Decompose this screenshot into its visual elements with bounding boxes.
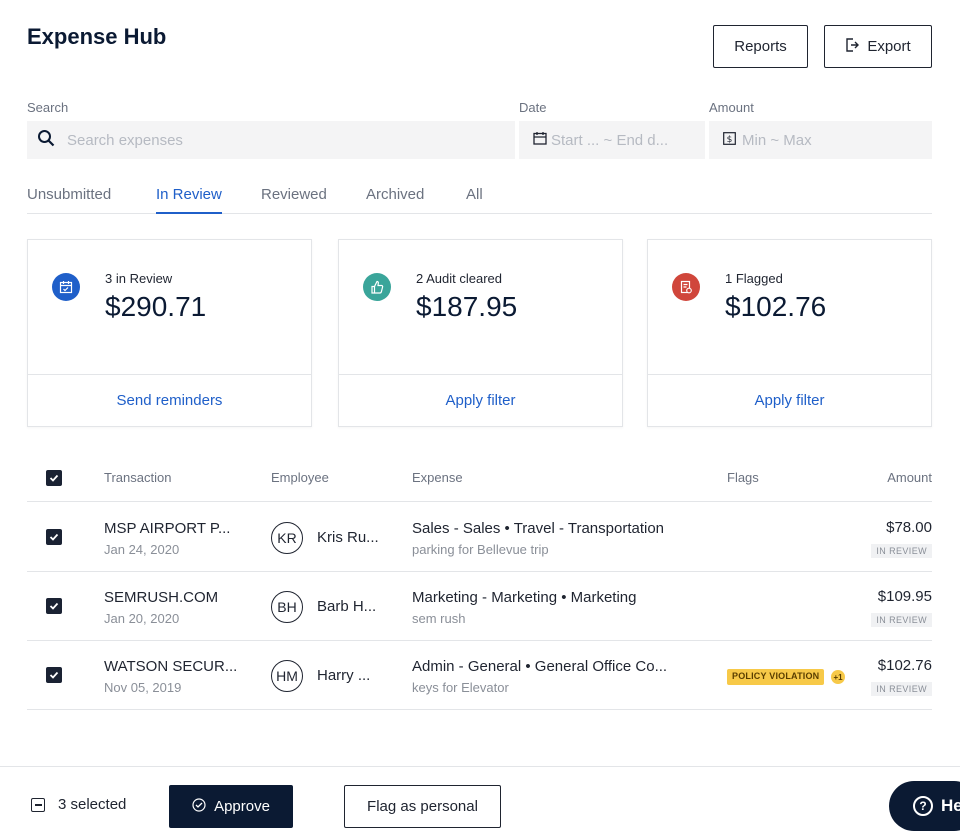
row-checkbox[interactable]	[46, 667, 62, 683]
dollar-icon: $	[723, 131, 736, 149]
employee-name: Barb H...	[317, 598, 377, 615]
transaction-name: SEMRUSH.COM	[104, 589, 219, 606]
flag-as-personal-button[interactable]: Flag as personal	[344, 785, 501, 828]
column-header-employee[interactable]: Employee	[271, 470, 329, 485]
transaction-date: Nov 05, 2019	[104, 680, 182, 695]
table-row[interactable]: WATSON SECUR... Nov 05, 2019 HM Harry ..…	[27, 640, 932, 710]
approve-button[interactable]: Approve	[169, 785, 293, 828]
deselect-icon[interactable]	[31, 798, 45, 812]
export-button-label: Export	[867, 38, 911, 55]
column-header-transaction[interactable]: Transaction	[104, 470, 172, 485]
export-button[interactable]: Export	[824, 25, 932, 68]
transaction-name: MSP AIRPORT P...	[104, 520, 231, 537]
tab-in-review[interactable]: In Review	[156, 186, 222, 214]
expense-category: Admin - General • General Office Co...	[412, 658, 668, 675]
bulk-action-bar: 3 selected Approve Flag as personal ? He	[0, 766, 960, 838]
card-caption: 3 in Review	[105, 271, 173, 286]
expense-category: Marketing - Marketing • Marketing	[412, 589, 637, 606]
search-label: Search	[27, 100, 69, 115]
amount: $109.95	[877, 588, 932, 605]
summary-card-flagged: 1 Flagged $102.76 Apply filter	[647, 239, 932, 427]
calendar-icon	[533, 131, 547, 149]
apply-filter-link[interactable]: Apply filter	[339, 374, 622, 426]
check-circle-icon	[192, 797, 206, 816]
help-button[interactable]: ? He	[889, 781, 960, 831]
question-mark-icon: ?	[913, 796, 933, 816]
approve-button-label: Approve	[214, 798, 270, 815]
row-checkbox[interactable]	[46, 529, 62, 545]
avatar: KR	[271, 522, 303, 554]
card-caption: 1 Flagged	[725, 271, 783, 286]
status-tabs: Unsubmitted In Review Reviewed Archived …	[27, 186, 932, 214]
reports-button-label: Reports	[734, 38, 787, 55]
export-icon	[845, 37, 860, 56]
expense-category: Sales - Sales • Travel - Transportation	[412, 520, 665, 537]
expense-note: keys for Elevator	[412, 680, 509, 695]
column-header-expense[interactable]: Expense	[412, 470, 463, 485]
amount: $78.00	[886, 519, 932, 536]
apply-filter-link[interactable]: Apply filter	[648, 374, 931, 426]
date-placeholder: Start ... ~ End d...	[551, 131, 669, 149]
thumbs-up-icon	[363, 273, 391, 301]
transaction-date: Jan 20, 2020	[104, 611, 180, 626]
table-row[interactable]: SEMRUSH.COM Jan 20, 2020 BH Barb H... Ma…	[27, 571, 932, 641]
amount-range-field[interactable]: $ Min ~ Max	[709, 121, 932, 159]
search-input[interactable]: Search expenses	[27, 121, 515, 159]
status-badge: IN REVIEW	[871, 544, 932, 558]
employee-name: Kris Ru...	[317, 529, 379, 546]
date-range-field[interactable]: Start ... ~ End d...	[519, 121, 705, 159]
expense-note: sem rush	[412, 611, 466, 626]
table-row[interactable]: MSP AIRPORT P... Jan 24, 2020 KR Kris Ru…	[27, 502, 932, 572]
search-placeholder: Search expenses	[67, 131, 183, 149]
card-caption: 2 Audit cleared	[416, 271, 503, 286]
summary-card-audit-cleared: 2 Audit cleared $187.95 Apply filter	[338, 239, 623, 427]
select-all-checkbox[interactable]	[46, 470, 62, 486]
tab-all[interactable]: All	[466, 186, 483, 203]
flag-as-personal-label: Flag as personal	[367, 798, 478, 815]
column-header-amount[interactable]: Amount	[887, 470, 932, 485]
avatar: BH	[271, 591, 303, 623]
employee-name: Harry ...	[317, 667, 371, 684]
tab-unsubmitted[interactable]: Unsubmitted	[27, 186, 112, 203]
transaction-name: WATSON SECUR...	[104, 658, 238, 675]
help-button-label: He	[941, 796, 960, 815]
flagged-receipt-icon	[672, 273, 700, 301]
column-header-flags[interactable]: Flags	[727, 470, 759, 485]
selected-count: 3 selected	[58, 796, 127, 813]
search-icon	[37, 129, 55, 151]
card-amount: $290.71	[105, 291, 207, 322]
summary-card-in-review: 3 in Review $290.71 Send reminders	[27, 239, 312, 427]
extra-flags-badge[interactable]: +1	[831, 670, 845, 684]
policy-violation-badge[interactable]: POLICY VIOLATION	[727, 669, 825, 685]
send-reminders-link[interactable]: Send reminders	[28, 374, 311, 426]
tab-reviewed[interactable]: Reviewed	[261, 186, 327, 203]
tab-archived[interactable]: Archived	[366, 186, 425, 203]
date-label: Date	[519, 100, 547, 115]
row-checkbox[interactable]	[46, 598, 62, 614]
page-title: Expense Hub	[27, 24, 167, 49]
avatar: HM	[271, 660, 303, 692]
reports-button[interactable]: Reports	[713, 25, 808, 68]
transaction-date: Jan 24, 2020	[104, 542, 180, 557]
amount: $102.76	[877, 657, 932, 674]
amount-placeholder: Min ~ Max	[742, 131, 812, 149]
status-badge: IN REVIEW	[871, 682, 932, 696]
amount-label: Amount	[709, 100, 754, 115]
card-amount: $187.95	[416, 291, 518, 322]
calendar-check-icon	[52, 273, 80, 301]
card-amount: $102.76	[725, 291, 827, 322]
expense-note: parking for Bellevue trip	[412, 542, 549, 557]
svg-text:$: $	[727, 135, 733, 145]
table-header: Transaction Employee Expense Flags Amoun…	[27, 462, 932, 502]
status-badge: IN REVIEW	[871, 613, 932, 627]
